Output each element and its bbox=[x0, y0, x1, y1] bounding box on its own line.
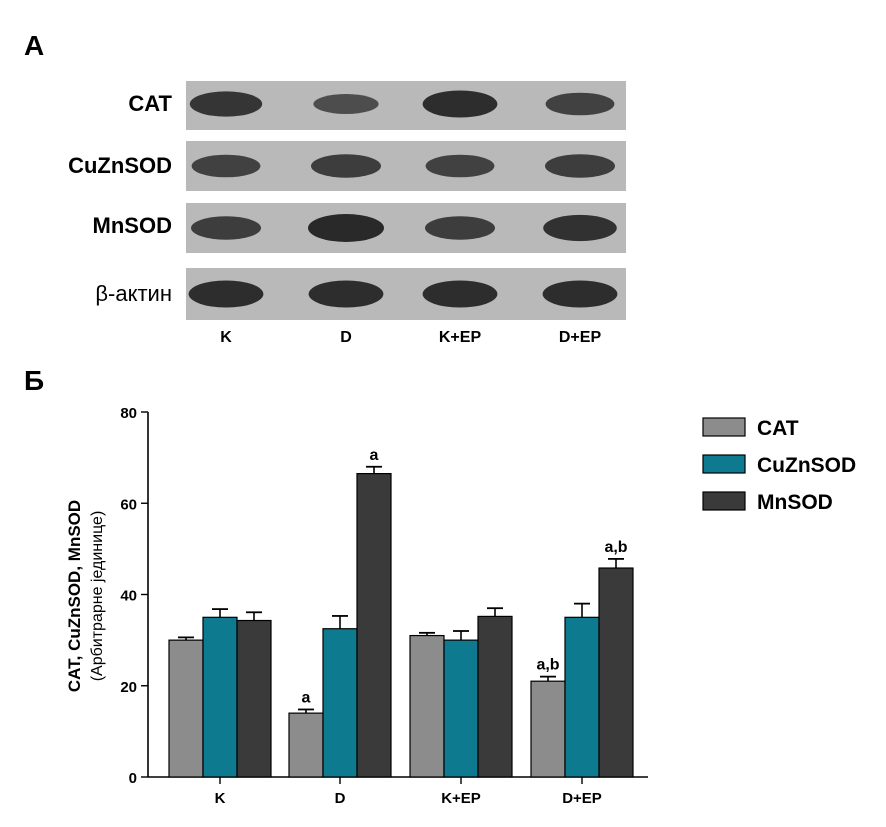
bar-cuznsod-kep bbox=[443, 639, 479, 778]
legend-swatch bbox=[702, 417, 746, 437]
x-tick-label: K bbox=[215, 790, 226, 807]
bar-cuznsod-dep bbox=[564, 616, 600, 778]
blot-band bbox=[543, 214, 617, 242]
bar-cat-k bbox=[168, 639, 204, 778]
blot-band bbox=[308, 214, 384, 242]
legend-label: MnSOD bbox=[757, 491, 833, 514]
blot-band bbox=[191, 154, 261, 178]
blot-band bbox=[542, 280, 618, 308]
y-axis-sublabel: (Арбитрарне јединице) bbox=[89, 511, 106, 682]
significance-label: a,b bbox=[536, 657, 559, 674]
blot-band bbox=[188, 280, 264, 308]
panel-b-letter: Б bbox=[24, 365, 45, 396]
blot-band bbox=[425, 216, 495, 240]
lane-label-dep: D+EP bbox=[558, 329, 602, 346]
bar-mnsod-dep bbox=[598, 567, 634, 778]
y-tick-label: 80 bbox=[120, 405, 137, 422]
blot-band bbox=[545, 92, 615, 116]
legend-label: CuZnSOD bbox=[757, 454, 856, 477]
y-axis-label: CAT, CuZnSOD, MnSOD bbox=[65, 500, 84, 692]
y-tick-label: 40 bbox=[120, 588, 137, 605]
lane-label-kep: K+EP bbox=[438, 329, 482, 346]
blot-band bbox=[422, 280, 498, 308]
bar-cat-d bbox=[288, 712, 324, 778]
bar-cuznsod-k bbox=[202, 616, 238, 778]
bar-mnsod-d bbox=[356, 472, 392, 778]
bar-cat-dep bbox=[530, 680, 566, 778]
blot-band bbox=[422, 90, 498, 118]
blot-band bbox=[311, 154, 381, 178]
lane-label-d: D bbox=[340, 329, 352, 346]
blot-band bbox=[313, 94, 379, 114]
blot-label-cat: CAT bbox=[128, 91, 172, 116]
bar-cat-kep bbox=[409, 634, 445, 778]
blot-label-actin: β-актин bbox=[95, 281, 172, 306]
significance-label: a bbox=[302, 689, 311, 706]
blot-band bbox=[545, 154, 615, 178]
significance-label: a bbox=[370, 447, 379, 464]
x-tick-label: D+EP bbox=[562, 790, 602, 807]
blot-label-cuznsod: CuZnSOD bbox=[68, 153, 172, 178]
blot-band bbox=[308, 280, 384, 308]
legend-label: CAT bbox=[757, 417, 799, 440]
y-tick-label: 0 bbox=[129, 770, 137, 787]
legend-swatch bbox=[702, 491, 746, 511]
y-tick-label: 60 bbox=[120, 496, 137, 513]
blot-band bbox=[425, 154, 495, 178]
significance-label: a,b bbox=[604, 539, 627, 556]
panel-a-letter: A bbox=[24, 30, 45, 61]
x-tick-label: D bbox=[335, 790, 346, 807]
blot-label-mnsod: MnSOD bbox=[92, 213, 172, 238]
lane-label-k: K bbox=[220, 329, 232, 346]
bar-mnsod-kep bbox=[477, 615, 513, 778]
blot-band bbox=[189, 91, 263, 117]
x-tick-label: K+EP bbox=[441, 790, 481, 807]
bar-mnsod-k bbox=[236, 619, 272, 778]
blot-band bbox=[191, 216, 261, 240]
bar-cuznsod-d bbox=[322, 628, 358, 778]
y-tick-label: 20 bbox=[120, 679, 137, 696]
legend-swatch bbox=[702, 454, 746, 474]
